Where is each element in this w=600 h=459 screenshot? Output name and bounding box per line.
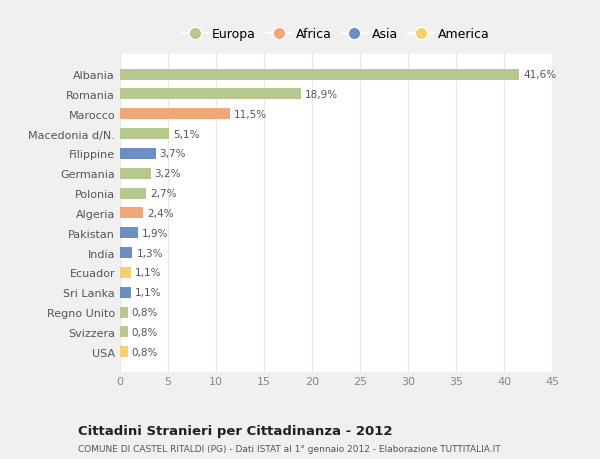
Text: 5,1%: 5,1% <box>173 129 199 139</box>
Bar <box>120 208 143 219</box>
Bar <box>120 228 138 239</box>
Bar <box>120 168 151 179</box>
Bar <box>120 109 230 120</box>
Text: COMUNE DI CASTEL RITALDI (PG) - Dati ISTAT al 1° gennaio 2012 - Elaborazione TUT: COMUNE DI CASTEL RITALDI (PG) - Dati IST… <box>78 444 500 453</box>
Bar <box>120 327 128 338</box>
Bar <box>120 287 131 298</box>
Text: 1,3%: 1,3% <box>136 248 163 258</box>
Text: 2,7%: 2,7% <box>150 189 176 199</box>
Bar <box>120 267 131 278</box>
Text: Cittadini Stranieri per Cittadinanza - 2012: Cittadini Stranieri per Cittadinanza - 2… <box>78 425 392 437</box>
Text: 0,8%: 0,8% <box>131 347 158 357</box>
Text: 0,8%: 0,8% <box>131 308 158 317</box>
Text: 11,5%: 11,5% <box>234 110 268 119</box>
Text: 41,6%: 41,6% <box>523 70 556 80</box>
Bar <box>120 69 520 80</box>
Text: 0,8%: 0,8% <box>131 327 158 337</box>
Bar <box>120 89 301 100</box>
Text: 3,2%: 3,2% <box>155 169 181 179</box>
Text: 2,4%: 2,4% <box>147 208 173 218</box>
Bar <box>120 188 146 199</box>
Bar <box>120 347 128 358</box>
Text: 1,9%: 1,9% <box>142 228 169 238</box>
Text: 1,1%: 1,1% <box>134 288 161 297</box>
Bar <box>120 247 133 258</box>
Legend: Europa, Africa, Asia, America: Europa, Africa, Asia, America <box>177 23 495 46</box>
Bar <box>120 149 155 160</box>
Text: 1,1%: 1,1% <box>134 268 161 278</box>
Text: 3,7%: 3,7% <box>160 149 186 159</box>
Bar <box>120 307 128 318</box>
Bar <box>120 129 169 140</box>
Text: 18,9%: 18,9% <box>305 90 338 100</box>
